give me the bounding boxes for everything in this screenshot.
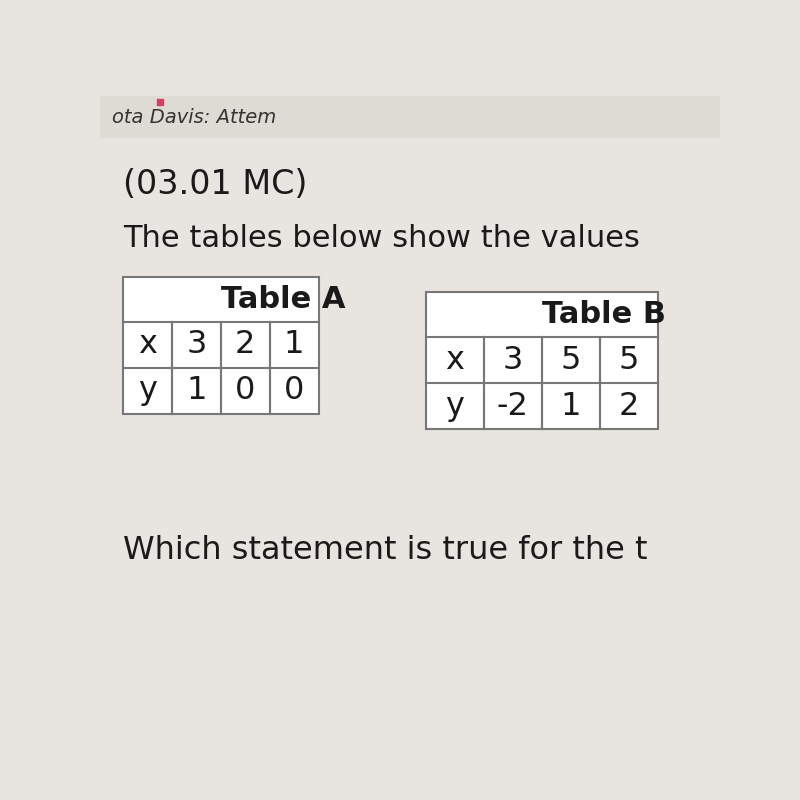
Text: 1: 1 <box>561 391 581 422</box>
Text: 1: 1 <box>284 330 304 360</box>
Text: Table A: Table A <box>221 285 346 314</box>
Text: 2: 2 <box>235 330 255 360</box>
FancyBboxPatch shape <box>123 277 318 414</box>
Text: y: y <box>138 375 157 406</box>
Text: Which statement is true for the t: Which statement is true for the t <box>123 534 648 566</box>
Text: ota Davis: Attem: ota Davis: Attem <box>112 108 276 126</box>
Text: 0: 0 <box>235 375 255 406</box>
Text: 3: 3 <box>186 330 206 360</box>
Text: 1: 1 <box>186 375 206 406</box>
Text: 5: 5 <box>561 345 581 376</box>
Text: 5: 5 <box>618 345 639 376</box>
Text: y: y <box>445 391 464 422</box>
Text: Table B: Table B <box>542 300 666 329</box>
Text: 0: 0 <box>284 375 304 406</box>
FancyBboxPatch shape <box>426 292 658 430</box>
Text: 2: 2 <box>618 391 639 422</box>
Text: (03.01 MC): (03.01 MC) <box>123 168 308 201</box>
FancyBboxPatch shape <box>100 96 720 138</box>
Text: The tables below show the values: The tables below show the values <box>123 224 640 253</box>
Text: 3: 3 <box>502 345 523 376</box>
Text: x: x <box>445 345 464 376</box>
Text: x: x <box>138 330 157 360</box>
Text: -2: -2 <box>497 391 529 422</box>
